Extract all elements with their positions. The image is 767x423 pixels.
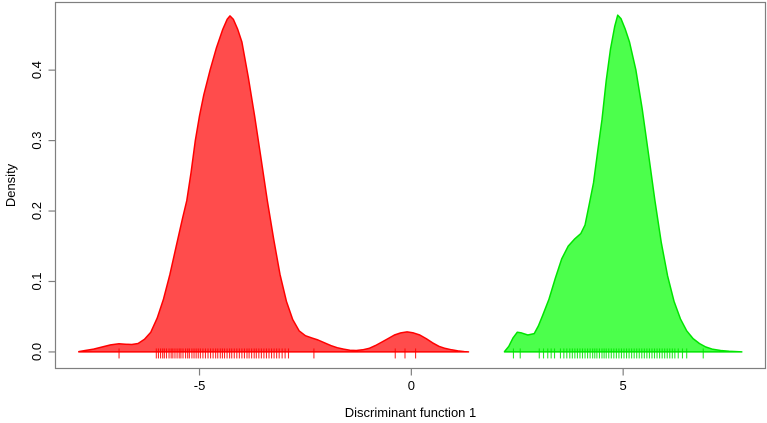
y-tick-label: 0.1 xyxy=(29,272,44,290)
y-tick-label: 0.3 xyxy=(29,132,44,150)
density-area-red-group-density xyxy=(78,15,470,353)
x-axis: -5 0 5 xyxy=(194,368,627,393)
x-axis-label: Discriminant function 1 xyxy=(345,405,477,420)
y-tick-label: 0.2 xyxy=(29,202,44,220)
y-axis: 0.0 0.1 0.2 0.3 0.4 xyxy=(29,61,56,361)
plot-box-border xyxy=(54,1,767,370)
x-tick-label: 0 xyxy=(408,378,415,393)
density-areas xyxy=(78,14,743,353)
plot-box xyxy=(54,1,767,370)
density-area-green-group-density xyxy=(503,14,743,353)
x-tick-label: -5 xyxy=(194,378,206,393)
y-tick-label: 0.0 xyxy=(29,343,44,361)
y-axis-label: Density xyxy=(3,163,18,207)
x-tick-label: 5 xyxy=(620,378,627,393)
rug-marks xyxy=(118,348,704,359)
y-tick-label: 0.4 xyxy=(29,61,44,79)
